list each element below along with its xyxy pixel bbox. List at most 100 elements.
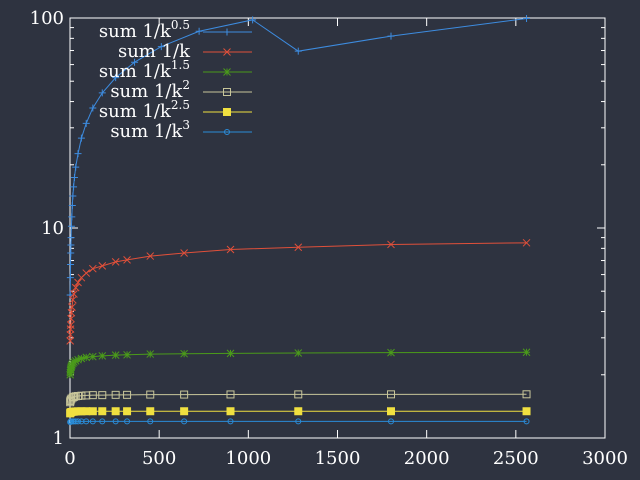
series-4 [66,390,531,407]
y-tick-label: 100 [30,8,64,29]
data-point [294,390,303,399]
series-layer [66,14,531,426]
series-2 [66,238,531,345]
legend-entry-1: sum 1/k0.5 [99,18,252,42]
legend-label: sum 1/k [118,41,191,62]
data-point [68,361,76,369]
data-point [71,357,80,365]
data-point [522,348,531,357]
data-point [68,213,76,221]
data-point [77,391,86,400]
data-point [82,407,91,416]
data-point [72,418,79,425]
data-point [295,418,302,425]
data-point [123,256,131,264]
data-point [227,418,234,425]
data-point [294,407,303,416]
data-point [70,173,78,181]
x-tick-label: 3000 [582,448,628,469]
data-point [387,32,395,40]
data-point [77,354,86,363]
x-tick-label: 500 [142,448,176,469]
data-point [123,390,132,399]
legend-entry-2: sum 1/k [118,41,252,62]
data-point [387,390,395,399]
data-point [180,349,188,358]
data-point [72,163,80,171]
data-point [69,192,77,200]
data-point [68,201,76,209]
data-point [180,249,188,257]
data-point [89,104,97,112]
legend-swatch-marker [224,129,230,135]
legend-entry-5: sum 1/k2.5 [99,98,252,122]
data-point [74,150,82,158]
data-point [67,234,75,242]
data-point [67,222,75,230]
data-point [112,418,119,425]
data-point [522,238,531,247]
data-point [88,264,97,273]
series-line [69,242,527,341]
series-5 [66,407,531,418]
data-point [522,390,531,399]
legend-label: sum 1/k2 [110,78,190,102]
data-point [74,278,82,287]
x-tick-label: 1000 [225,448,271,469]
legend-swatch-marker [223,88,231,96]
data-point [226,245,235,254]
data-point [111,407,120,416]
data-point [181,418,188,425]
data-point [294,243,303,252]
legend-entry-6: sum 1/k3 [110,118,252,142]
data-point [388,418,394,425]
data-point [123,407,132,416]
legend-swatch-marker [223,28,231,36]
legend-label: sum 1/k1.5 [99,58,190,82]
data-point [89,418,96,425]
data-point [131,58,139,66]
series-line [69,420,527,423]
legend-label: sum 1/k0.5 [99,18,190,42]
data-point [67,241,75,249]
data-point [67,314,75,323]
data-point [180,407,189,416]
data-point [294,349,303,357]
series-6 [67,418,530,426]
data-point [74,355,82,364]
data-point [68,393,77,402]
data-point [68,303,76,311]
data-point [523,418,530,425]
data-point [98,391,107,400]
data-point [294,47,302,55]
legend-entry-3: sum 1/k1.5 [99,58,252,82]
data-point [195,27,203,35]
data-point [146,407,155,416]
data-point [82,269,91,277]
legend-swatch-marker [223,108,231,116]
data-point [124,418,131,425]
data-point [70,290,78,298]
data-point [88,391,97,400]
data-point [111,351,120,360]
legend-label: sum 1/k3 [110,118,190,142]
data-point [146,350,155,358]
data-point [249,16,257,24]
data-point [98,262,107,270]
data-point [66,337,75,345]
data-point [146,390,155,399]
data-point [70,183,78,191]
data-point [82,353,91,362]
data-point [226,349,235,358]
legend-swatch-marker [223,48,231,56]
data-point [88,407,97,416]
data-point [123,350,131,359]
axes: 0 500 1000 1500 2000 2500 3000 1 10 100 [30,8,628,469]
data-point [67,249,75,257]
data-point [66,321,75,329]
y-tick-label: 10 [41,218,64,239]
data-point [70,418,77,425]
data-point [82,119,90,127]
